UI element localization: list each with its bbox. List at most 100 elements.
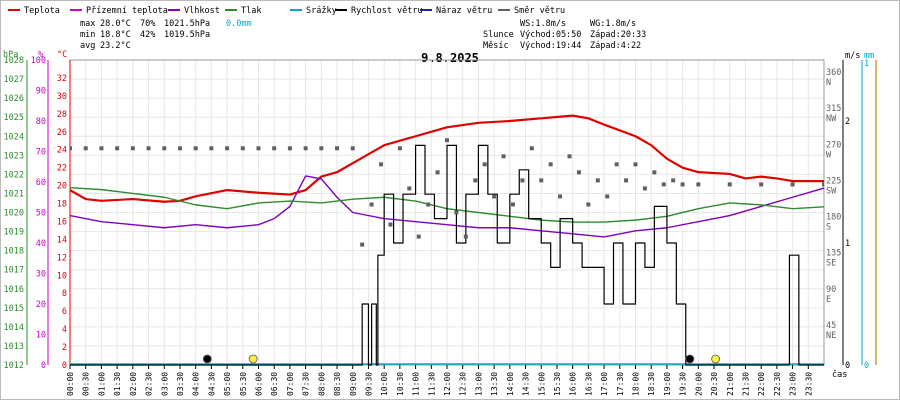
humidity-axis-unit: % [38, 50, 43, 60]
temperature-tick-label: 8 [62, 289, 67, 299]
wind-dir-tick-label: W [826, 150, 832, 160]
time-tick-label: 12:00 [443, 372, 452, 396]
time-tick-label: 23:30 [804, 372, 813, 396]
wind-dir-point [225, 146, 230, 151]
moon-set: Západ:4:22 [590, 41, 641, 51]
wind-dir-point [256, 146, 261, 151]
temperature-tick-label: 24 [57, 146, 67, 156]
wind-dir-tick-label: NW [826, 114, 837, 124]
temperature-tick-label: 18 [57, 200, 67, 210]
rain-axis-unit: mm [864, 51, 874, 61]
wind-dir-point [360, 242, 365, 247]
time-tick-label: 18:30 [647, 372, 656, 396]
wind-dir-point [335, 146, 340, 151]
temperature-tick-label: 10 [57, 271, 67, 281]
wind-dir-point [548, 162, 553, 167]
pressure-tick-label: 1021 [4, 189, 24, 199]
wind-dir-point [624, 178, 629, 183]
wind-dir-point [99, 146, 104, 151]
time-tick-label: 13:30 [490, 372, 499, 396]
temperature-tick-label: 26 [57, 128, 67, 138]
wind-dir-point [520, 178, 525, 183]
wind-dir-point [642, 186, 647, 191]
wind-dir-point [595, 178, 600, 183]
wind-dir-tick-label: NE [826, 331, 836, 341]
legend-label: Vlhkost [184, 6, 220, 16]
stats-min-temp: 18.8°C [100, 30, 131, 40]
humidity-tick-label: 100 [31, 56, 46, 66]
wind-dir-point [633, 162, 638, 167]
time-tick-label: 08:00 [317, 372, 326, 396]
wind-dir-point [759, 182, 764, 187]
legend-label: Rychlost větru [351, 6, 423, 16]
time-tick-label: 03:00 [160, 372, 169, 396]
wind-dir-point [671, 178, 676, 183]
humidity-tick-label: 10 [36, 331, 46, 341]
wind-dir-point [576, 170, 581, 175]
temperature-tick-label: 28 [57, 110, 67, 120]
wind-dir-tick-label: N [826, 78, 831, 88]
pressure-tick-label: 1018 [4, 247, 24, 257]
wind-dir-point [435, 170, 440, 175]
wind-dir-point [529, 146, 534, 151]
time-tick-label: 02:00 [129, 372, 138, 396]
wind-dir-point [350, 146, 355, 151]
legend-label: Přízemní teplota [86, 6, 168, 16]
wind-dir-point [445, 138, 449, 143]
events-layer [202, 354, 721, 364]
temperature-tick-label: 0 [62, 361, 67, 371]
humidity-tick-label: 80 [36, 117, 46, 127]
stats-avg-temp: 23.2°C [100, 41, 131, 51]
legend-label: Tlak [241, 6, 261, 16]
humidity-series-line [70, 175, 824, 238]
rain-tick-label: 0 [864, 361, 869, 371]
time-tick-label: 10:30 [396, 372, 405, 396]
wind-dir-point [454, 210, 459, 215]
time-tick-label: 14:00 [506, 372, 515, 396]
wind-dir-point [388, 222, 393, 227]
event-marker [685, 354, 695, 364]
wind-speed-tick-label: 2 [845, 117, 850, 127]
wind-sun-info: WS:1.8m/s WG:1.8m/s Slunce Východ:05:50 … [483, 19, 646, 51]
wind-dir-point [162, 146, 167, 151]
time-tick-label: 20:00 [694, 372, 703, 396]
wind-dir-tick-label: E [826, 295, 831, 305]
time-tick-label: 21:00 [726, 372, 735, 396]
time-tick-label: 22:30 [773, 372, 782, 396]
wind-dir-point [193, 146, 198, 151]
wind-dir-tick-label: SW [826, 186, 837, 196]
humidity-tick-label: 20 [36, 300, 46, 310]
sun-label: Slunce [483, 30, 514, 40]
wind-dir-point [558, 194, 563, 199]
wind-dir-point [426, 202, 431, 207]
wind-dir-tick-label: SE [826, 259, 836, 269]
wind-dir-point [492, 194, 497, 199]
event-marker [248, 354, 258, 364]
axes: hPa1012101310141015101610171018101910201… [3, 50, 877, 396]
rain-tick-label: 1 [864, 59, 869, 69]
pressure-tick-label: 1015 [4, 304, 24, 314]
wind-dir-tick-value: 135 [826, 249, 841, 259]
wind-dir-point [605, 194, 610, 199]
time-tick-label: 19:30 [679, 372, 688, 396]
humidity-tick-label: 90 [36, 87, 46, 97]
time-tick-label: 22:00 [757, 372, 766, 396]
pressure-tick-label: 1027 [4, 75, 24, 85]
temperature-tick-label: 30 [57, 92, 67, 102]
pressure-tick-label: 1022 [4, 170, 24, 180]
temperature-tick-label: 20 [57, 182, 67, 192]
wind-dir-point [177, 146, 182, 151]
moon-rise: Východ:19:44 [520, 41, 581, 51]
time-tick-label: 11:30 [427, 372, 436, 396]
pressure-tick-label: 1020 [4, 209, 24, 219]
wind-dir-tick-value: 360 [826, 68, 841, 78]
wind-dir-point [510, 202, 515, 207]
pressure-tick-label: 1023 [4, 151, 24, 161]
event-marker [202, 354, 212, 364]
legend-label: Srážky [306, 6, 337, 16]
stats-max-press: 1021.5hPa [164, 19, 210, 29]
humidity-tick-label: 0 [41, 361, 46, 371]
wind-dir-point [727, 182, 732, 187]
wind-dir-point [209, 146, 214, 151]
